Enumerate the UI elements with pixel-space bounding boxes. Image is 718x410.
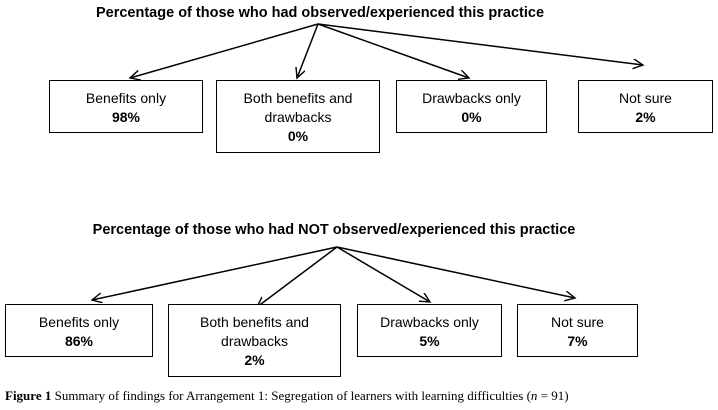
box-label: Benefits only (38, 314, 120, 330)
n-value: = 91) (537, 388, 569, 403)
box-value: 5% (419, 333, 440, 349)
box-value: 98% (111, 109, 141, 125)
box-value: 0% (287, 128, 309, 144)
box-label: Both benefits and drawbacks (243, 90, 353, 125)
box-label: Benefits only (85, 90, 167, 106)
box-label: Not sure (619, 90, 672, 106)
arrow-top-drawbacks (317, 23, 469, 78)
arrow-bottom-drawbacks (336, 246, 430, 302)
arrow-top-benefits (130, 23, 319, 78)
top-box-benefits-only: Benefits only 98% (49, 80, 203, 133)
bottom-box-both: Both benefits and drawbacks 2% (168, 304, 341, 377)
n-symbol: n (530, 388, 538, 403)
box-value: 2% (244, 352, 265, 368)
box-label: Drawbacks only (422, 90, 521, 106)
bottom-box-benefits-only: Benefits only 86% (5, 304, 153, 357)
figure-label: Figure 1 (5, 388, 52, 403)
box-value: 86% (64, 333, 94, 349)
box-label: Both benefits and drawbacks (200, 314, 309, 349)
arrow-top-both (297, 23, 319, 78)
arrow-bottom-both (257, 246, 338, 307)
arrow-bottom-notsure (336, 246, 575, 298)
caption-text: Summary of findings for Arrangement 1: S… (54, 388, 531, 403)
arrow-bottom-benefits (92, 246, 338, 300)
top-box-not-sure: Not sure 2% (578, 80, 713, 133)
figure-caption: Figure 1 Summary of findings for Arrange… (5, 388, 569, 404)
box-label: Drawbacks only (380, 314, 479, 330)
top-box-both: Both benefits and drawbacks 0% (216, 80, 380, 153)
box-value: 2% (635, 109, 656, 125)
top-diagram-title: Percentage of those who had observed/exp… (95, 5, 545, 21)
arrow-top-notsure (317, 23, 643, 65)
bottom-box-drawbacks-only: Drawbacks only 5% (357, 304, 502, 357)
bottom-box-not-sure: Not sure 7% (517, 304, 638, 357)
top-box-drawbacks-only: Drawbacks only 0% (396, 80, 547, 133)
box-label: Not sure (551, 314, 604, 330)
bottom-diagram-title: Percentage of those who had NOT observed… (92, 222, 576, 238)
box-value: 7% (567, 333, 588, 349)
box-value: 0% (461, 109, 482, 125)
